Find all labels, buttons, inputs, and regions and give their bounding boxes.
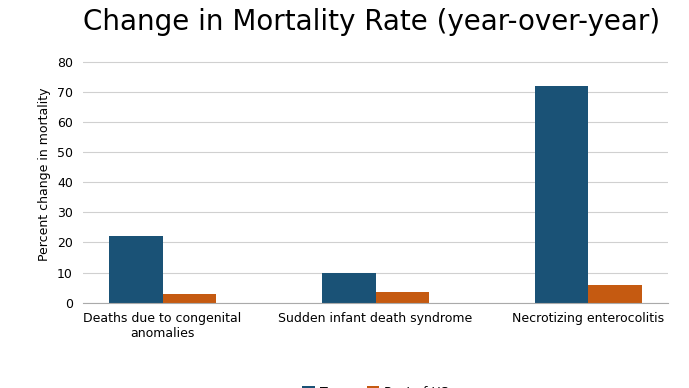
Bar: [588, 284, 641, 303]
Bar: [376, 292, 429, 303]
Text: Change in Mortality Rate (year-over-year): Change in Mortality Rate (year-over-year…: [83, 8, 660, 36]
Bar: [163, 294, 216, 303]
Bar: [110, 236, 163, 303]
Y-axis label: Percent change in mortality: Percent change in mortality: [39, 88, 52, 262]
Bar: [535, 86, 588, 303]
Legend: Texas, Rest of US: Texas, Rest of US: [297, 381, 454, 388]
Bar: [322, 272, 376, 303]
